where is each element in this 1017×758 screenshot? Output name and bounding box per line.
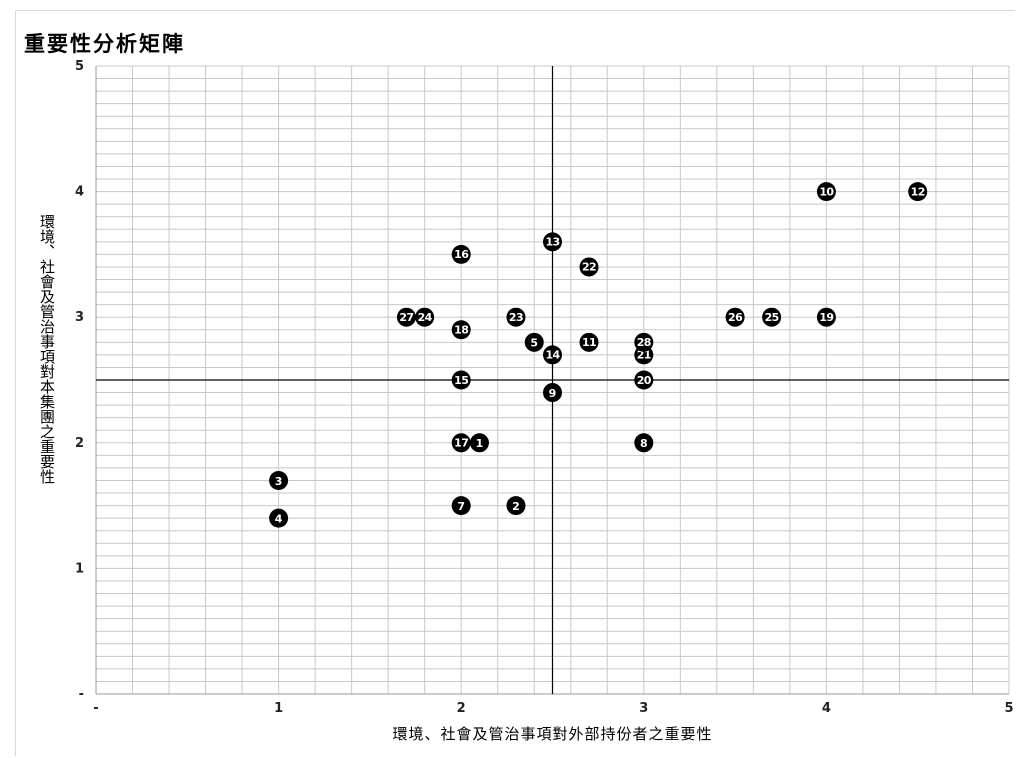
x-tick-label: - (93, 701, 98, 716)
y-tick-label: - (79, 687, 84, 702)
data-point-9: 9 (543, 383, 562, 403)
x-tick-label: 5 (1004, 701, 1013, 716)
data-point-marker (451, 433, 471, 453)
data-point-16: 16 (451, 244, 471, 264)
data-point-10: 10 (816, 182, 836, 202)
data-point-marker (816, 182, 836, 202)
y-tick-label: 4 (75, 185, 84, 200)
x-axis-label: 環境、社會及管治事項對外部持份者之重要性 (392, 725, 713, 743)
data-point-marker (415, 307, 435, 327)
data-point-label: 16 (454, 248, 469, 261)
reference-lines (96, 66, 1009, 694)
data-point-17: 17 (451, 433, 471, 453)
data-point-marker (506, 496, 526, 516)
data-point-marker (579, 257, 599, 277)
data-point-label: 7 (457, 500, 465, 513)
data-point-label: 10 (819, 185, 834, 198)
data-point-marker (451, 244, 471, 264)
data-point-25: 25 (762, 307, 782, 327)
y-tick-label: 2 (75, 436, 84, 451)
data-point-marker (634, 433, 654, 453)
data-point-28: 28 (634, 332, 654, 352)
data-point-1: 1 (469, 433, 489, 453)
data-point-label: 5 (530, 337, 538, 350)
data-point-marker (579, 332, 599, 352)
data-point-label: 11 (582, 336, 596, 349)
x-tick-label: 3 (639, 701, 648, 716)
data-point-marker (816, 307, 836, 327)
data-point-label: 28 (637, 336, 651, 349)
data-point-3: 3 (269, 470, 289, 490)
data-point-27: 27 (396, 307, 416, 327)
x-tick-label: 1 (274, 701, 283, 716)
data-point-label: 27 (399, 311, 413, 324)
data-point-label: 12 (911, 185, 925, 198)
data-point-marker (524, 332, 544, 352)
data-point-label: 25 (765, 311, 779, 324)
data-point-label: 14 (545, 349, 560, 362)
data-point-12: 12 (908, 182, 928, 202)
y-axis-label: 環境、社會及管治事項對本集團之重要性 (38, 214, 56, 484)
data-point-label: 4 (275, 512, 283, 525)
data-point-label: 18 (454, 324, 468, 337)
data-point-11: 11 (579, 332, 599, 352)
data-point-marker (725, 307, 745, 327)
data-point-label: 3 (275, 475, 283, 488)
data-point-marker (634, 332, 654, 352)
data-point-marker (543, 383, 562, 403)
data-point-26: 26 (725, 307, 745, 327)
data-point-label: 24 (418, 311, 433, 324)
chart-title: 重要性分析矩陣 (24, 32, 185, 56)
data-point-24: 24 (415, 307, 435, 327)
data-point-label: 20 (637, 374, 652, 387)
data-point-label: 13 (545, 236, 559, 249)
data-point-marker (451, 370, 471, 390)
data-point-23: 23 (506, 307, 526, 327)
data-point-label: 17 (454, 437, 468, 450)
x-tick-label: 4 (822, 701, 831, 716)
data-point-5: 5 (524, 332, 544, 352)
data-point-20: 20 (634, 370, 654, 390)
x-tick-label: 2 (457, 701, 466, 716)
data-point-label: 22 (582, 261, 596, 274)
data-point-2: 2 (506, 496, 526, 516)
data-point-label: 26 (728, 311, 743, 324)
data-point-label: 1 (476, 437, 484, 450)
data-point-18: 18 (451, 320, 471, 340)
data-point-marker (451, 320, 471, 340)
data-point-label: 23 (509, 311, 523, 324)
data-point-15: 15 (451, 370, 471, 390)
data-point-22: 22 (579, 257, 599, 277)
data-point-marker (506, 307, 526, 327)
data-point-label: 15 (454, 374, 468, 387)
data-point-marker (908, 182, 928, 202)
data-point-4: 4 (269, 508, 289, 528)
data-point-14: 14 (543, 345, 562, 365)
data-point-marker (451, 496, 471, 516)
data-point-marker (396, 307, 416, 327)
data-point-marker (543, 232, 562, 252)
data-point-13: 13 (543, 232, 562, 252)
data-point-marker (634, 370, 654, 390)
y-tick-label: 5 (75, 59, 84, 74)
data-point-label: 19 (819, 311, 833, 324)
data-point-marker (269, 470, 289, 490)
data-point-marker (762, 307, 782, 327)
data-point-marker (269, 508, 289, 528)
data-point-marker (469, 433, 489, 453)
data-point-label: 2 (512, 500, 520, 513)
data-point-8: 8 (634, 433, 654, 453)
data-point-label: 8 (640, 437, 648, 450)
data-point-label: 9 (549, 387, 557, 400)
data-point-19: 19 (816, 307, 836, 327)
data-point-label: 21 (637, 349, 651, 362)
data-point-7: 7 (451, 496, 471, 516)
y-tick-label: 3 (75, 310, 84, 325)
chart-frame (15, 10, 1015, 756)
y-tick-label: 1 (75, 561, 84, 576)
data-point-marker (543, 345, 562, 365)
